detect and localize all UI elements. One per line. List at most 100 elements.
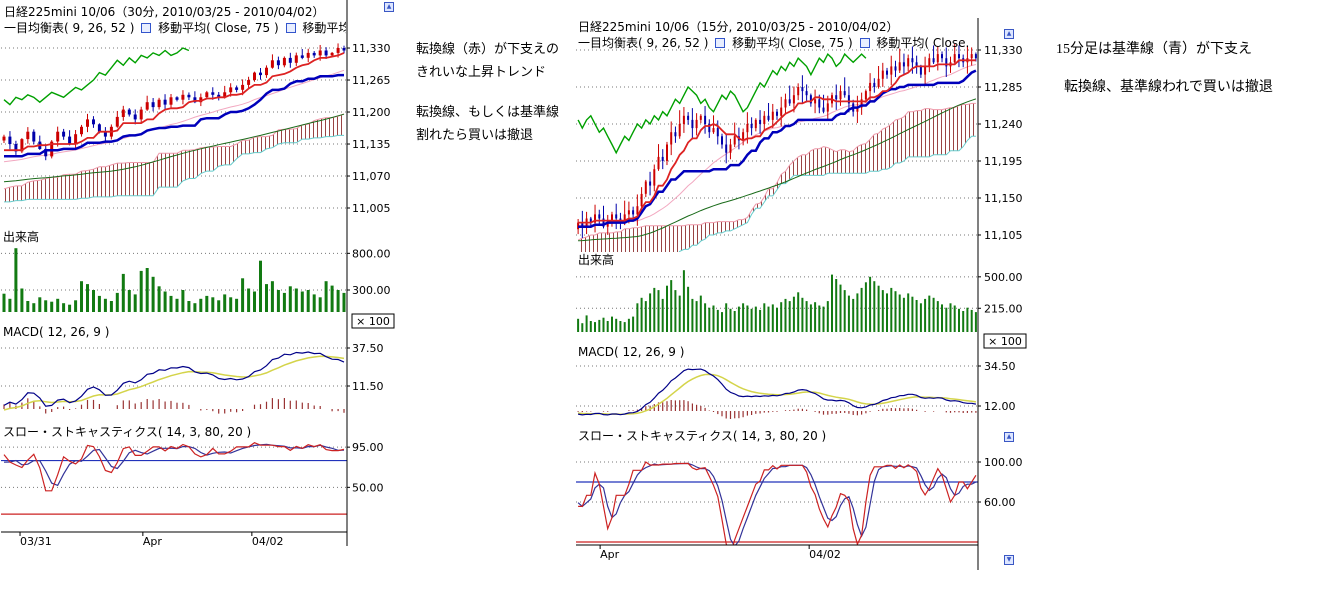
price-axis-label: 11,200 <box>352 106 391 119</box>
price-axis-label: 11,070 <box>352 170 391 183</box>
volume-bars <box>2 248 346 312</box>
volume-panel-label: 出来高 <box>578 252 614 267</box>
volume-axis-label: 215.00 <box>984 302 1023 315</box>
scroll-up-button[interactable]: ▲ <box>1004 29 1014 39</box>
price-axis-label: 11,195 <box>984 155 1023 168</box>
price-axis-label: 11,135 <box>352 138 391 151</box>
stoch-axis-label: 50.00 <box>352 481 384 494</box>
right-chart-title: 日経225mini 10/06（15分, 2010/03/25 - 2010/0… <box>578 20 899 34</box>
left-annotation: 転換線（赤）が下支えの きれいな上昇トレンド 転換線、もしくは基準線 割れたら買… <box>416 38 559 147</box>
scroll-up-button[interactable]: ▲ <box>384 2 394 12</box>
annotation-line: 15分足は基準線（青）が下支え <box>1056 42 1252 57</box>
left-ichimoku-label: 一目均衡表( 9, 26, 52 ) <box>4 21 135 35</box>
senkou-span-a-line <box>577 102 976 241</box>
ma-fast-line <box>578 64 977 226</box>
left-ma2-label: 移動平均( Close, <box>302 21 346 35</box>
senkou-span-b-line <box>678 135 976 252</box>
price-axis-label: 11,330 <box>352 42 391 55</box>
x-axis-label: Apr <box>143 535 163 548</box>
kijun-line <box>4 73 344 158</box>
macd-signal-line <box>3 355 345 411</box>
right-ma1-label: 移動平均( Close, 75 ) <box>732 36 853 50</box>
indicator-settings-icon[interactable] <box>859 37 870 48</box>
lagging-span-line <box>577 52 867 155</box>
indicator-settings-icon[interactable] <box>715 37 726 48</box>
price-axis-label: 11,150 <box>984 192 1023 205</box>
macd-line <box>577 368 977 416</box>
macd-axis-label: 12.00 <box>984 400 1016 413</box>
volume-multiplier-label: × 100 <box>988 335 1022 348</box>
x-axis-label: 03/31 <box>20 535 52 548</box>
right-annotation: 15分足は基準線（青）が下支え 転換線、基準線われで買いは撤退 <box>1056 40 1273 98</box>
ma-fast-line <box>3 69 345 163</box>
stoch-axis-label: 95.00 <box>352 441 384 454</box>
indicator-settings-icon[interactable] <box>285 22 296 33</box>
volume-panel-label: 出来高 <box>3 229 39 244</box>
x-axis-label: Apr <box>600 548 620 561</box>
volume-multiplier-box <box>351 313 395 329</box>
price-axis-label: 11,005 <box>352 202 391 215</box>
macd-signal-line <box>578 373 977 415</box>
volume-bars <box>577 270 977 332</box>
stoch-d-line <box>577 462 977 545</box>
tenkan-line <box>578 59 976 224</box>
volume-axis-label: 800.00 <box>352 247 391 260</box>
macd-panel-label: MACD( 12, 26, 9 ) <box>3 325 109 339</box>
x-axis-label: 04/02 <box>809 548 841 561</box>
macd-histogram <box>577 400 977 419</box>
kijun-line <box>578 69 977 229</box>
volume-axis-label: 300.00 <box>352 284 391 297</box>
stoch-k-line <box>3 442 345 492</box>
volume-axis-label: 500.00 <box>984 271 1023 284</box>
stoch-panel-label: スロー・ストキャスティクス( 14, 3, 80, 20 ) <box>578 429 826 443</box>
left-ma1-label: 移動平均( Close, 75 ) <box>158 21 279 35</box>
lagging-span-line <box>3 47 190 106</box>
right-ma2-label: 移動平均( Close. <box>876 36 970 50</box>
macd-panel-label: MACD( 12, 26, 9 ) <box>578 345 684 359</box>
right-chart-header: 日経225mini 10/06（15分, 2010/03/25 - 2010/0… <box>578 19 976 51</box>
stochastics-panel <box>3 442 345 492</box>
ichimoku-cloud <box>4 113 344 202</box>
left-chart-header: 日経225mini 10/06（30分, 2010/03/25 - 2010/0… <box>4 4 346 36</box>
indicator-settings-icon[interactable] <box>141 22 152 33</box>
x-axis-label: 04/02 <box>252 535 284 548</box>
macd-axis-label: 11.50 <box>352 380 384 393</box>
macd-axis-label: 34.50 <box>984 360 1016 373</box>
price-axis-label: 11,285 <box>984 81 1023 94</box>
macd-histogram <box>3 398 345 414</box>
volume-multiplier-label: × 100 <box>356 315 390 328</box>
scroll-down-button[interactable]: ▼ <box>1004 555 1014 565</box>
senkou-span-b-line <box>4 134 344 203</box>
stoch-axis-label: 100.00 <box>984 456 1023 469</box>
macd-axis-label: 37.50 <box>352 342 384 355</box>
price-axis-label: 11,105 <box>984 229 1023 242</box>
price-axis-label: 11,265 <box>352 74 391 87</box>
macd-line <box>3 351 345 407</box>
price-panel <box>2 43 346 203</box>
ichimoku-cloud <box>578 103 976 252</box>
stoch-k-line <box>578 461 977 545</box>
annotation-line: 転換線、もしくは基準線 <box>416 105 560 120</box>
price-panel <box>577 44 977 252</box>
ma-slow-line <box>3 113 345 183</box>
stoch-d-line <box>3 443 345 487</box>
volume-multiplier-box <box>983 333 1027 349</box>
annotation-line: 割れたら買いは撤退 <box>416 128 534 143</box>
left-chart-title: 日経225mini 10/06（30分, 2010/03/25 - 2010/0… <box>4 5 325 19</box>
annotation-line: きれいな上昇トレンド <box>416 65 547 80</box>
tenkan-line <box>4 52 345 152</box>
ma-slow-line <box>578 98 977 242</box>
stochastics-panel <box>577 461 977 545</box>
right-ichimoku-label: 一目均衡表( 9, 26, 52 ) <box>578 36 709 50</box>
price-axis-label: 11,330 <box>984 44 1023 57</box>
scroll-up-button[interactable]: ▲ <box>1004 432 1014 442</box>
annotation-line: 転換線、基準線われで買いは撤退 <box>1064 80 1273 95</box>
candles <box>2 43 346 161</box>
stoch-panel-label: スロー・ストキャスティクス( 14, 3, 80, 20 ) <box>3 425 251 439</box>
stoch-axis-label: 60.00 <box>984 496 1016 509</box>
price-axis-label: 11,240 <box>984 118 1023 131</box>
right-chart-indicator-row: 一目均衡表( 9, 26, 52 ) 移動平均( Close, 75 ) 移動平… <box>578 35 976 51</box>
left-chart-indicator-row: 一目均衡表( 9, 26, 52 ) 移動平均( Close, 75 ) 移動平… <box>4 20 346 36</box>
